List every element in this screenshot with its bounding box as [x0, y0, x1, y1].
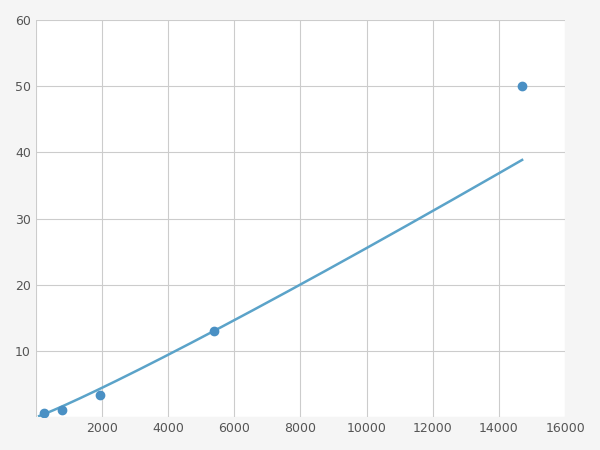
Point — [209, 328, 219, 335]
Point — [40, 409, 49, 416]
Point — [58, 406, 67, 414]
Point — [517, 83, 527, 90]
Point — [95, 392, 105, 399]
